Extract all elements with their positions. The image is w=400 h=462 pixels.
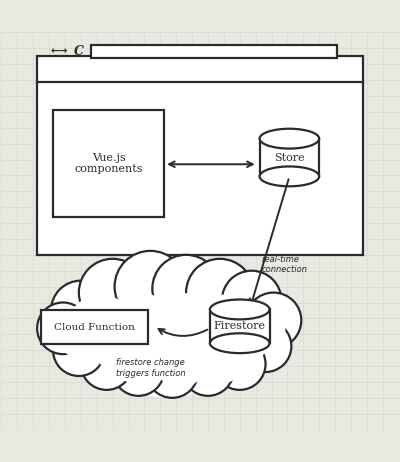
Polygon shape [210,310,270,343]
Text: real-time
connection: real-time connection [262,255,308,274]
Circle shape [99,259,238,398]
Circle shape [154,336,206,388]
Circle shape [51,280,111,340]
Ellipse shape [260,129,319,149]
Circle shape [55,306,107,358]
Circle shape [114,334,166,386]
Circle shape [146,346,198,398]
Circle shape [214,338,266,390]
Ellipse shape [260,166,319,186]
FancyBboxPatch shape [37,56,363,255]
Text: Vue.js
components: Vue.js components [74,152,143,174]
Circle shape [240,320,291,372]
Text: C: C [74,45,84,58]
Circle shape [107,292,174,360]
Text: Store: Store [274,152,305,163]
FancyBboxPatch shape [53,110,164,217]
Circle shape [186,259,254,326]
Circle shape [246,292,301,348]
Text: firestore change
triggers function: firestore change triggers function [116,359,185,378]
Circle shape [53,324,105,376]
Circle shape [152,255,220,322]
Circle shape [166,310,234,378]
Circle shape [194,332,246,384]
Ellipse shape [210,299,270,319]
Circle shape [186,295,254,362]
Circle shape [113,344,164,396]
Circle shape [81,338,132,390]
FancyBboxPatch shape [41,310,148,344]
Circle shape [79,259,146,326]
Circle shape [91,312,150,372]
Circle shape [146,292,214,360]
Circle shape [212,312,268,368]
Polygon shape [260,139,319,176]
Circle shape [67,295,134,362]
Text: ←→: ←→ [50,46,68,56]
Circle shape [182,344,234,396]
Circle shape [234,303,286,354]
Circle shape [114,251,186,322]
Circle shape [37,303,89,354]
FancyBboxPatch shape [91,45,337,58]
Ellipse shape [210,333,270,353]
Circle shape [222,271,282,330]
Text: Firestore: Firestore [214,322,266,331]
Circle shape [126,310,194,378]
Text: Cloud Function: Cloud Function [54,323,135,332]
